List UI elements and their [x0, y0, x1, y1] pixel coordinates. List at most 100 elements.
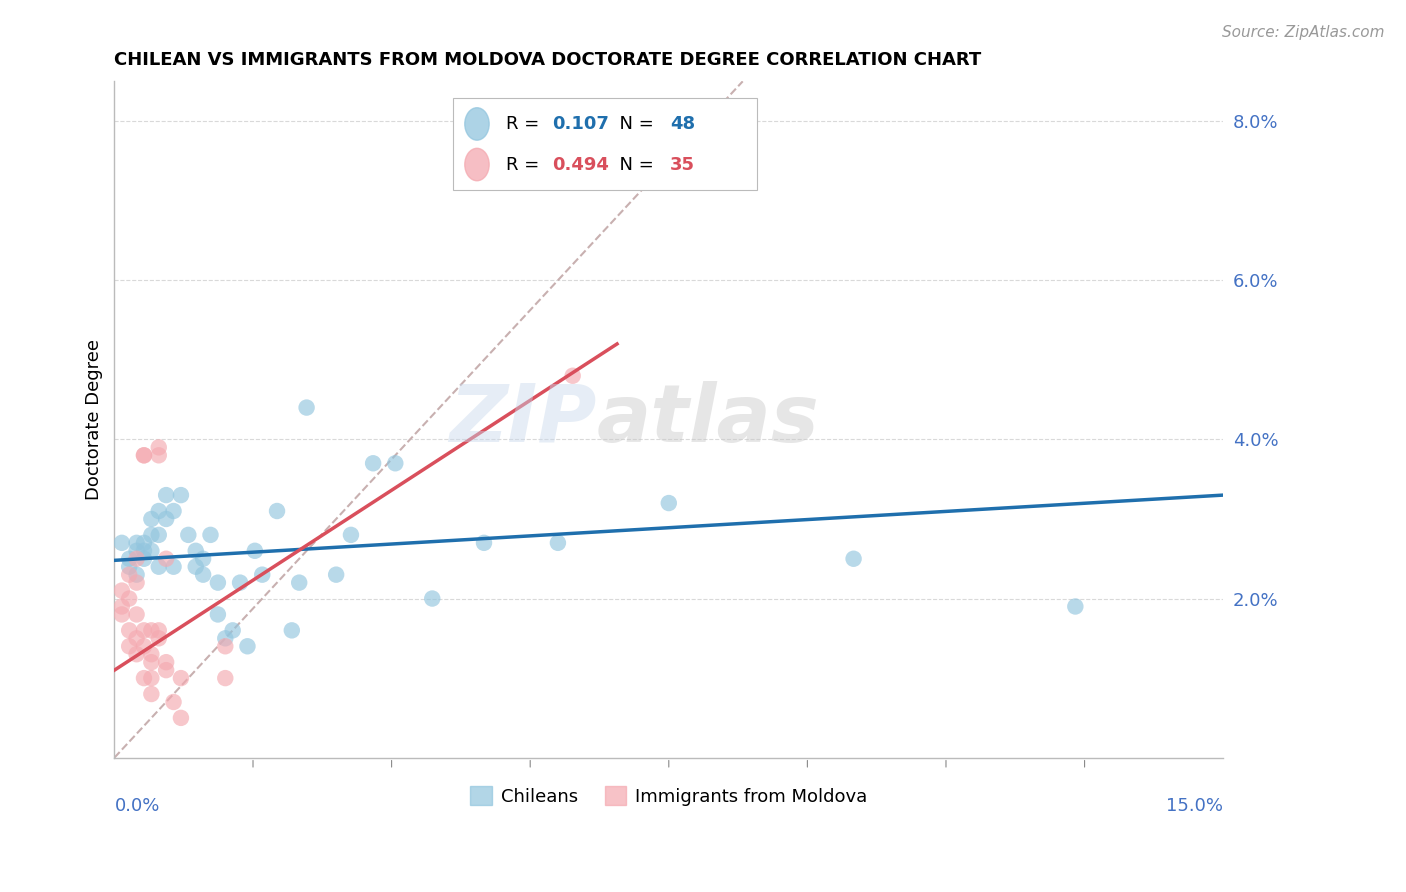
Point	[207, 575, 229, 590]
Point	[141, 528, 163, 542]
Point	[118, 591, 141, 606]
Text: 0.494: 0.494	[553, 155, 609, 174]
Point	[141, 655, 163, 669]
Point	[229, 575, 252, 590]
Point	[252, 567, 274, 582]
Point	[111, 607, 134, 622]
Point	[148, 448, 170, 462]
Point	[155, 488, 177, 502]
Point	[561, 368, 583, 383]
Point	[155, 663, 177, 677]
Y-axis label: Doctorate Degree: Doctorate Degree	[86, 339, 103, 500]
Point	[132, 543, 155, 558]
Point	[288, 575, 311, 590]
Point	[148, 624, 170, 638]
Point	[148, 528, 170, 542]
Ellipse shape	[465, 108, 489, 140]
Text: N =: N =	[607, 115, 659, 133]
Point	[132, 551, 155, 566]
Point	[547, 536, 569, 550]
Point	[266, 504, 288, 518]
Point	[125, 536, 148, 550]
Point	[214, 671, 236, 685]
Text: R =: R =	[506, 115, 544, 133]
Point	[384, 456, 406, 470]
Text: 35: 35	[669, 155, 695, 174]
Point	[191, 567, 214, 582]
Point	[132, 640, 155, 654]
Point	[177, 528, 200, 542]
Point	[842, 551, 865, 566]
Point	[148, 504, 170, 518]
Point	[132, 448, 155, 462]
Point	[125, 551, 148, 566]
Point	[325, 567, 347, 582]
Point	[1064, 599, 1087, 614]
Point	[148, 441, 170, 455]
Point	[132, 448, 155, 462]
Point	[141, 543, 163, 558]
Point	[118, 567, 141, 582]
Point	[221, 624, 243, 638]
Point	[141, 647, 163, 661]
Point	[111, 583, 134, 598]
Point	[132, 536, 155, 550]
Point	[170, 488, 193, 502]
Point	[162, 559, 184, 574]
Point	[125, 607, 148, 622]
Point	[340, 528, 363, 542]
Point	[236, 640, 259, 654]
Point	[243, 543, 266, 558]
Point	[118, 624, 141, 638]
Point	[111, 599, 134, 614]
Ellipse shape	[465, 148, 489, 181]
Point	[214, 632, 236, 646]
Point	[361, 456, 384, 470]
Point	[125, 575, 148, 590]
Point	[125, 567, 148, 582]
Point	[118, 559, 141, 574]
Point	[148, 632, 170, 646]
Point	[214, 640, 236, 654]
Text: 0.107: 0.107	[553, 115, 609, 133]
Point	[472, 536, 495, 550]
FancyBboxPatch shape	[453, 98, 758, 190]
Point	[118, 551, 141, 566]
Point	[162, 504, 184, 518]
Text: 0.0%: 0.0%	[114, 797, 160, 814]
Point	[191, 551, 214, 566]
Point	[155, 655, 177, 669]
Point	[162, 695, 184, 709]
Point	[155, 551, 177, 566]
Point	[155, 512, 177, 526]
Point	[141, 687, 163, 701]
Point	[170, 711, 193, 725]
Point	[141, 624, 163, 638]
Text: Source: ZipAtlas.com: Source: ZipAtlas.com	[1222, 25, 1385, 40]
Text: atlas: atlas	[596, 381, 820, 458]
Point	[658, 496, 681, 510]
Point	[184, 559, 207, 574]
Point	[118, 640, 141, 654]
Point	[141, 671, 163, 685]
Point	[141, 512, 163, 526]
Point	[184, 543, 207, 558]
Point	[200, 528, 222, 542]
Point	[132, 671, 155, 685]
Text: ZIP: ZIP	[450, 381, 596, 458]
Text: 48: 48	[669, 115, 695, 133]
Point	[125, 543, 148, 558]
Point	[125, 647, 148, 661]
Point	[295, 401, 318, 415]
Point	[125, 632, 148, 646]
Point	[170, 671, 193, 685]
Point	[132, 624, 155, 638]
Text: 15.0%: 15.0%	[1166, 797, 1223, 814]
Point	[281, 624, 304, 638]
Point	[148, 559, 170, 574]
Point	[111, 536, 134, 550]
Text: N =: N =	[607, 155, 659, 174]
Text: R =: R =	[506, 155, 544, 174]
Point	[207, 607, 229, 622]
Text: CHILEAN VS IMMIGRANTS FROM MOLDOVA DOCTORATE DEGREE CORRELATION CHART: CHILEAN VS IMMIGRANTS FROM MOLDOVA DOCTO…	[114, 51, 981, 69]
